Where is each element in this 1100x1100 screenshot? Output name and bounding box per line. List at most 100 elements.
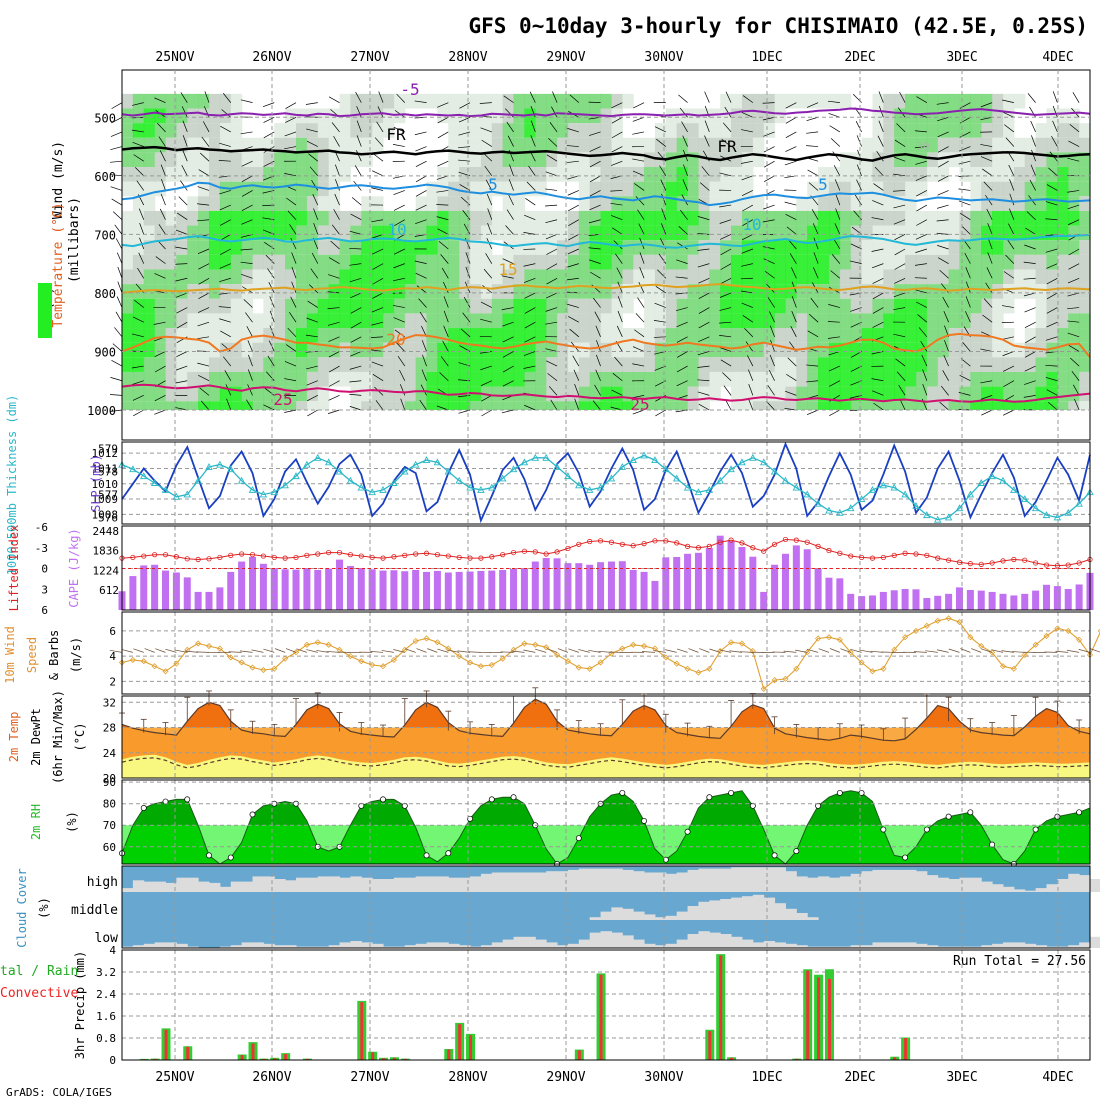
wind-barb xyxy=(763,204,775,210)
wind-barb xyxy=(785,146,797,152)
wind10-point xyxy=(673,660,680,667)
rh-cell xyxy=(513,313,526,329)
rh-cell xyxy=(1002,357,1015,372)
cloud-high-bar xyxy=(1068,873,1080,892)
precip-legend-convective: Convective xyxy=(0,986,78,1001)
wind10-point xyxy=(184,646,191,653)
wind-barb xyxy=(616,267,623,279)
wind-barb xyxy=(719,307,732,311)
wind10-barb xyxy=(1078,649,1091,653)
wind-barb xyxy=(893,333,906,338)
rh-cell xyxy=(992,269,1004,285)
rh-cell xyxy=(937,371,950,387)
rh-cell xyxy=(589,342,602,358)
rh-cell xyxy=(731,269,743,285)
rh-cell xyxy=(480,181,493,197)
wind-barb xyxy=(589,175,601,183)
cloud-high-bar xyxy=(611,868,623,892)
rh-cell xyxy=(383,225,395,241)
cloud-high-bar xyxy=(1046,884,1058,892)
wind-barb xyxy=(505,225,514,235)
rh-cell xyxy=(165,328,177,343)
rh-cell xyxy=(437,357,449,372)
wind-barb xyxy=(484,165,493,177)
wind10-barb xyxy=(588,649,601,653)
rh-cell xyxy=(372,210,384,226)
wind10-point xyxy=(216,645,223,652)
rh-cell xyxy=(285,298,297,314)
rh-cell xyxy=(546,357,558,372)
wind-barb xyxy=(937,146,949,153)
rh-cell xyxy=(752,93,765,109)
rh-cell xyxy=(1002,181,1015,197)
thickness-point xyxy=(705,485,714,493)
wind-barb xyxy=(675,276,688,279)
cloud-low-bar xyxy=(818,946,830,948)
rh-cell xyxy=(209,284,221,299)
thickness-point xyxy=(825,506,833,514)
wind-barb xyxy=(785,214,797,221)
rh-cell xyxy=(611,342,623,358)
rh-cell xyxy=(219,284,232,299)
rh-cell xyxy=(1057,386,1069,402)
rh-cell xyxy=(165,386,177,402)
rh-cell xyxy=(622,181,634,197)
rh-cell xyxy=(198,225,210,241)
cloud-high-bar xyxy=(567,869,580,892)
rh-cell xyxy=(176,313,188,329)
wind-barb xyxy=(676,259,688,264)
wind-barb xyxy=(1006,238,1015,250)
wind-barb xyxy=(436,175,449,180)
wind-barb xyxy=(110,409,123,412)
rh-cell xyxy=(828,386,841,402)
cloud-high-bar xyxy=(1079,875,1091,892)
wind-barb xyxy=(898,385,906,396)
wind10-barb xyxy=(642,651,655,653)
rh-cell xyxy=(839,254,852,270)
cloud-low-bar xyxy=(774,942,786,948)
rh-cell xyxy=(959,298,971,314)
rh-cell xyxy=(393,386,406,402)
rh-cell xyxy=(731,196,743,211)
wind-barb xyxy=(593,297,601,308)
rh-cell xyxy=(992,196,1004,211)
lifted-index-point xyxy=(532,549,538,555)
thickness-point xyxy=(781,476,790,484)
cloud-high-bar xyxy=(415,876,428,892)
rh-cell xyxy=(1035,210,1048,226)
rh-cell xyxy=(361,225,373,241)
cape-bar xyxy=(694,552,702,610)
cloud-low-bar xyxy=(644,943,656,948)
rh-cell xyxy=(404,93,417,109)
rh-cell xyxy=(198,123,210,138)
wind-barb xyxy=(704,91,710,103)
rh-cell xyxy=(361,269,373,285)
rh-cell xyxy=(535,210,547,226)
rh-cell xyxy=(459,284,471,299)
rh-cell xyxy=(828,357,841,372)
cloud-low-bar xyxy=(992,943,1004,948)
wind10-point xyxy=(412,637,419,645)
rh-cell xyxy=(274,196,286,211)
rh-cell xyxy=(850,342,863,358)
rh-cell xyxy=(796,298,808,314)
temp-frame xyxy=(121,695,1091,779)
rh-cell xyxy=(317,196,330,211)
thickness-point xyxy=(324,458,333,466)
rh-cell xyxy=(350,152,362,168)
cloud-low-bar xyxy=(970,946,982,948)
rh-cell xyxy=(535,357,547,372)
rh-cell xyxy=(687,181,700,197)
wind10-barb xyxy=(981,648,993,653)
wind10-tick-label: 2 xyxy=(109,675,116,688)
rh-cell xyxy=(198,167,210,182)
rh-cell xyxy=(644,401,656,410)
rh-cell xyxy=(415,386,428,402)
thickness-point xyxy=(749,453,757,461)
rh-cell xyxy=(622,167,634,182)
rh-cell xyxy=(502,93,515,109)
rh-cell xyxy=(535,254,547,270)
rh-cell xyxy=(1002,240,1015,255)
rh-cell xyxy=(883,371,895,387)
rh-cell xyxy=(524,357,536,372)
